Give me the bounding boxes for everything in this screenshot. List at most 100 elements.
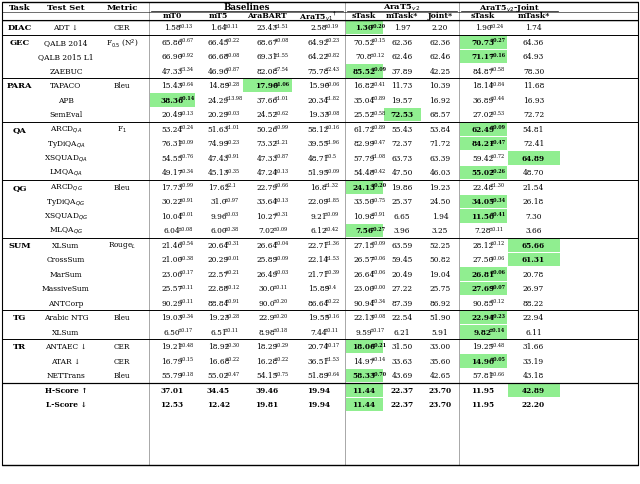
Text: ±0.34: ±0.34 xyxy=(370,299,385,303)
Text: 1.58: 1.58 xyxy=(164,24,180,32)
Text: 53.24: 53.24 xyxy=(161,125,182,134)
Bar xyxy=(346,224,383,238)
Text: ±0.01: ±0.01 xyxy=(225,255,240,260)
Text: ±0.09: ±0.09 xyxy=(273,255,288,260)
Text: 9.82: 9.82 xyxy=(474,328,492,336)
Text: 19.03: 19.03 xyxy=(161,314,182,321)
Text: ±0.87: ±0.87 xyxy=(273,154,288,159)
Text: 7.02: 7.02 xyxy=(259,227,275,235)
Text: 23.00: 23.00 xyxy=(161,270,182,278)
Text: ±1.82: ±1.82 xyxy=(324,96,340,101)
Text: ±0.11: ±0.11 xyxy=(272,284,287,289)
Text: 70.52: 70.52 xyxy=(353,39,374,46)
Text: Rouge$_L$: Rouge$_L$ xyxy=(108,240,136,251)
Text: 47.24: 47.24 xyxy=(257,169,278,177)
Bar xyxy=(460,311,506,324)
Bar xyxy=(508,151,559,165)
Text: 72.53: 72.53 xyxy=(390,111,413,119)
Text: 47.43: 47.43 xyxy=(208,154,229,163)
Text: 54.55: 54.55 xyxy=(161,154,182,163)
Text: ±0.13: ±0.13 xyxy=(273,168,288,173)
Text: ±13.98: ±13.98 xyxy=(225,96,243,101)
Text: mT5: mT5 xyxy=(209,12,228,20)
Text: ±0.24: ±0.24 xyxy=(488,24,503,29)
Text: ±1.30: ±1.30 xyxy=(489,182,504,188)
Text: 10.98: 10.98 xyxy=(353,212,374,220)
Text: ±0.58: ±0.58 xyxy=(370,110,385,115)
Text: ±0.91: ±0.91 xyxy=(225,154,239,159)
Text: 69.31: 69.31 xyxy=(257,53,278,61)
Text: 31.50: 31.50 xyxy=(392,343,413,350)
Bar xyxy=(460,354,506,368)
Text: 23.43: 23.43 xyxy=(257,24,278,32)
Text: ±0.17: ±0.17 xyxy=(369,327,384,333)
Text: 11.44: 11.44 xyxy=(353,400,376,408)
Text: ±0.38: ±0.38 xyxy=(178,255,193,260)
Text: 66.45: 66.45 xyxy=(208,39,229,46)
Text: ±0.31: ±0.31 xyxy=(225,241,239,245)
Text: ±0.23: ±0.23 xyxy=(225,139,239,144)
Text: 7.30: 7.30 xyxy=(525,212,541,220)
Text: 15.90: 15.90 xyxy=(308,82,329,90)
Text: 12.53: 12.53 xyxy=(161,400,184,408)
Text: ±0.70: ±0.70 xyxy=(370,371,386,376)
Text: 72.41: 72.41 xyxy=(523,140,544,148)
Text: 23.70: 23.70 xyxy=(428,386,452,394)
Bar xyxy=(508,239,559,252)
Text: ±1.85: ±1.85 xyxy=(324,197,340,202)
Text: 52.25: 52.25 xyxy=(429,241,451,249)
Text: L-Score ↓: L-Score ↓ xyxy=(45,400,86,408)
Text: XLSum: XLSum xyxy=(52,328,80,336)
Text: TR: TR xyxy=(13,343,26,350)
Text: ±0.22: ±0.22 xyxy=(324,299,340,303)
Text: 64.22: 64.22 xyxy=(308,53,329,61)
Text: 3.66: 3.66 xyxy=(525,227,541,235)
Text: 19.33: 19.33 xyxy=(308,111,329,119)
Text: ±0.97: ±0.97 xyxy=(223,197,239,202)
Text: ±0.91: ±0.91 xyxy=(370,212,385,217)
Text: ±0.09: ±0.09 xyxy=(178,139,193,144)
Text: 1.97: 1.97 xyxy=(394,24,410,32)
Text: 22.9: 22.9 xyxy=(259,314,275,321)
Text: 24.29: 24.29 xyxy=(208,96,229,105)
Text: 15.89: 15.89 xyxy=(308,285,329,293)
Text: 19.23: 19.23 xyxy=(208,314,229,321)
Bar xyxy=(346,369,383,382)
Text: 26.64: 26.64 xyxy=(353,270,374,278)
Text: ±0.30: ±0.30 xyxy=(225,342,240,347)
Text: ANTCorp: ANTCorp xyxy=(48,299,84,307)
Text: 26.49: 26.49 xyxy=(257,270,278,278)
Text: ±0.16: ±0.16 xyxy=(324,313,340,318)
Text: 90.0: 90.0 xyxy=(259,299,275,307)
Text: 2.58: 2.58 xyxy=(310,24,327,32)
Text: ±0.20: ±0.20 xyxy=(369,24,385,29)
Text: 19.86: 19.86 xyxy=(391,183,413,191)
Text: 23.00: 23.00 xyxy=(353,285,374,293)
Text: 25.37: 25.37 xyxy=(392,198,413,206)
Text: 16.8: 16.8 xyxy=(310,183,327,191)
Text: 19.21: 19.21 xyxy=(161,343,182,350)
Text: Joint*: Joint* xyxy=(428,12,452,20)
Text: 51.95: 51.95 xyxy=(308,169,329,177)
Text: ±0.03: ±0.03 xyxy=(225,110,240,115)
Text: 85.52: 85.52 xyxy=(353,68,376,76)
Text: 14.97: 14.97 xyxy=(353,357,374,365)
Text: 24.52: 24.52 xyxy=(257,111,278,119)
Text: 36.51: 36.51 xyxy=(308,357,329,365)
Text: 6.50: 6.50 xyxy=(164,328,180,336)
Text: ±0.16: ±0.16 xyxy=(324,125,340,130)
Text: 76.31: 76.31 xyxy=(161,140,182,148)
Text: 22.94: 22.94 xyxy=(472,314,495,321)
Text: 31.0: 31.0 xyxy=(211,198,227,206)
Text: 90.85: 90.85 xyxy=(472,299,493,307)
Text: 47.50: 47.50 xyxy=(391,169,413,177)
Bar xyxy=(460,268,506,281)
Text: 33.64: 33.64 xyxy=(257,198,278,206)
Text: ±0.03: ±0.03 xyxy=(273,270,288,274)
Text: ±0.23: ±0.23 xyxy=(489,313,505,318)
Text: ±0.28: ±0.28 xyxy=(225,313,240,318)
Text: 57.81: 57.81 xyxy=(472,372,493,379)
Text: ±0.09: ±0.09 xyxy=(324,168,340,173)
Text: 1.90: 1.90 xyxy=(475,24,492,32)
Text: AraT5$_{v1}$$^{†}$: AraT5$_{v1}$$^{†}$ xyxy=(300,9,337,23)
